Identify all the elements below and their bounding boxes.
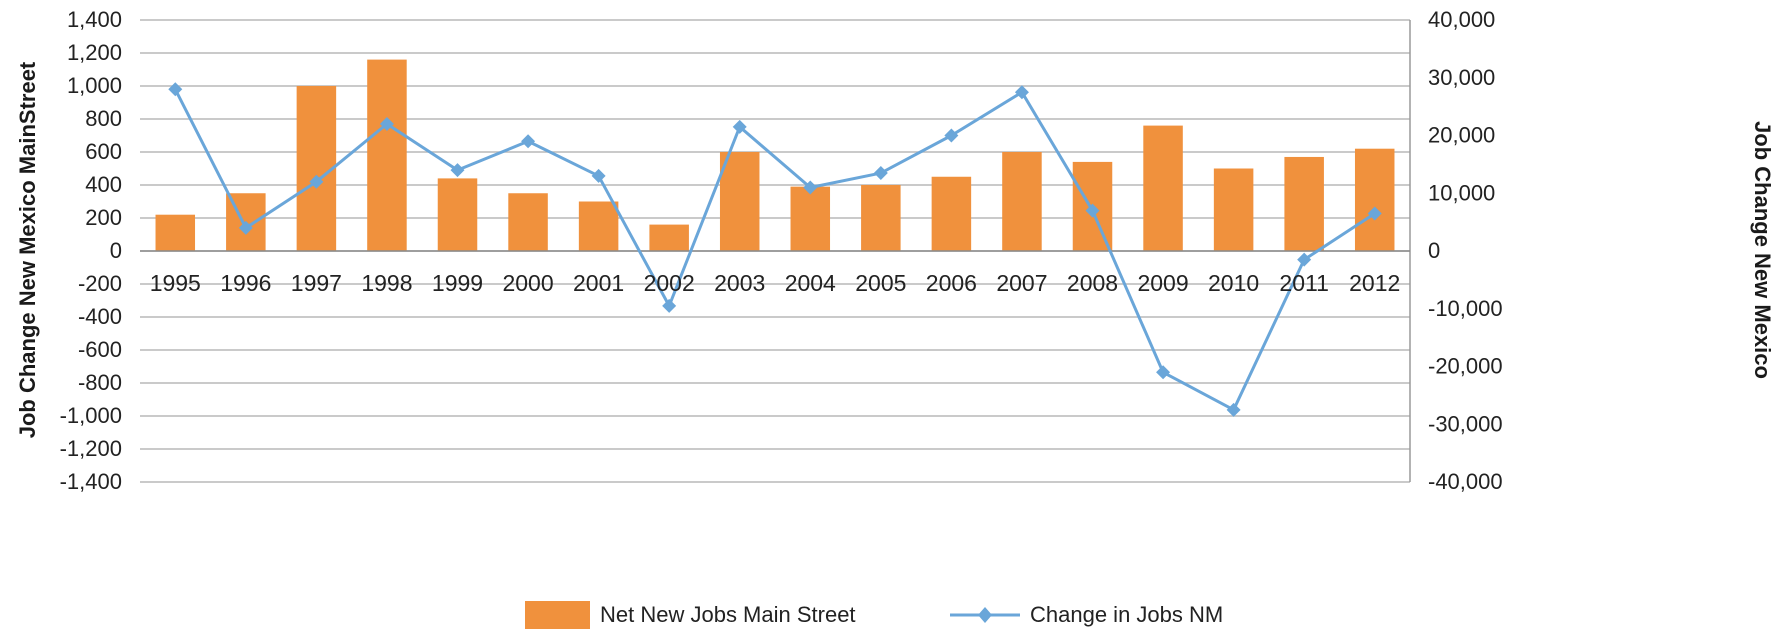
line-marker: [450, 163, 465, 178]
line-marker: [309, 174, 324, 189]
bar: [578, 201, 619, 251]
y-tick-label: 1,400: [67, 7, 122, 32]
y2-tick-label: -20,000: [1428, 354, 1503, 379]
legend-label-line: Change in Jobs NM: [1030, 602, 1223, 627]
y2-tick-label: 10,000: [1428, 180, 1495, 205]
line-marker: [732, 119, 747, 134]
line-marker: [168, 82, 183, 97]
y-tick-label: -400: [78, 304, 122, 329]
x-tick-label: 2002: [644, 270, 695, 296]
bar: [1143, 125, 1183, 251]
bar: [437, 178, 478, 251]
x-axis-tick-labels: 1995 1996 1997 1998 1999 2000 2001 2002 2003 2004…: [150, 270, 1401, 296]
x-tick-label: 2001: [573, 270, 624, 296]
x-tick-label: 1997: [291, 270, 342, 296]
bar: [649, 224, 689, 251]
line-marker: [238, 220, 253, 235]
legend-swatch-bar: [525, 601, 590, 629]
y-tick-label: 1,200: [67, 40, 122, 65]
x-tick-label: 2007: [996, 270, 1047, 296]
x-tick-label: 2011: [1279, 270, 1328, 296]
axes: [140, 20, 1411, 482]
bar: [1213, 168, 1254, 251]
y2-tick-label: 40,000: [1428, 7, 1495, 32]
line-marker: [1014, 85, 1029, 100]
y-tick-label: -800: [78, 370, 122, 395]
y-tick-label: 200: [85, 205, 122, 230]
right-axis-title: Job Change New Mexico: [1750, 121, 1775, 379]
y2-tick-label: -30,000: [1428, 411, 1503, 436]
line-marker: [873, 166, 888, 181]
bar: [1354, 148, 1395, 251]
y-tick-label: -200: [78, 271, 122, 296]
line-marker: [1297, 252, 1312, 267]
x-tick-label: 1998: [361, 270, 412, 296]
bar: [1284, 156, 1324, 251]
line-marker: [591, 168, 606, 183]
y-tick-label: 0: [110, 238, 122, 263]
line-marker: [1367, 206, 1382, 221]
x-tick-label: 1996: [220, 270, 271, 296]
bar-series: [155, 59, 1395, 251]
y-tick-label: -1,200: [60, 436, 122, 461]
y2-tick-label: -40,000: [1428, 469, 1503, 494]
x-tick-label: 2003: [714, 270, 765, 296]
x-tick-label: 2005: [855, 270, 906, 296]
line-marker: [1226, 402, 1241, 417]
y-tick-label: -1,400: [60, 469, 122, 494]
x-tick-label: 1999: [432, 270, 483, 296]
legend-label-bar: Net New Jobs Main Street: [600, 602, 856, 627]
line-marker: [944, 128, 959, 143]
bar: [1002, 152, 1042, 251]
y-tick-label: 400: [85, 172, 122, 197]
bar: [367, 59, 407, 251]
x-tick-label: 1995: [150, 270, 201, 296]
y-tick-label: -1,000: [60, 403, 122, 428]
y-tick-label: 1,000: [67, 73, 122, 98]
x-tick-label: 2008: [1067, 270, 1118, 296]
y-tick-label: -600: [78, 337, 122, 362]
y-tick-label: 800: [85, 106, 122, 131]
legend: Net New Jobs Main Street Change in Jobs …: [525, 601, 1223, 629]
y2-tick-label: -10,000: [1428, 296, 1503, 321]
bar: [508, 193, 548, 251]
line-series: [168, 82, 1382, 417]
y2-tick-label: 0: [1428, 238, 1440, 263]
bar: [861, 185, 901, 251]
x-tick-label: 2004: [785, 270, 836, 296]
x-tick-label: 2012: [1349, 270, 1400, 296]
bar: [296, 86, 337, 251]
y2-tick-label: 30,000: [1428, 65, 1495, 90]
x-tick-label: 2010: [1208, 270, 1259, 296]
x-tick-label: 2006: [926, 270, 977, 296]
line-marker: [379, 116, 394, 131]
line-marker: [803, 180, 818, 195]
legend-marker-line: [978, 607, 992, 623]
x-tick-label: 2009: [1137, 270, 1188, 296]
line-marker: [521, 134, 536, 149]
line-marker: [662, 298, 677, 313]
bar: [719, 152, 760, 251]
series-line: [173, 88, 1376, 412]
y-tick-label: 600: [85, 139, 122, 164]
gridlines: [140, 19, 1410, 483]
line-marker: [1156, 365, 1171, 380]
right-axis-tick-labels: 40,000 30,000 20,000 10,000 0 -10,000 -20,000 -…: [1428, 7, 1503, 494]
line-marker: [1085, 203, 1100, 218]
x-tick-label: 2000: [502, 270, 553, 296]
left-axis-tick-labels: 1,400 1,200 1,000 800 600 400 200 0 -200 -400 -600…: [60, 7, 122, 494]
bar: [931, 176, 972, 251]
y2-tick-label: 20,000: [1428, 123, 1495, 148]
bar: [790, 186, 831, 251]
bar: [155, 214, 196, 251]
left-axis-title: Job Change New Mexico MainStreet: [15, 61, 40, 438]
